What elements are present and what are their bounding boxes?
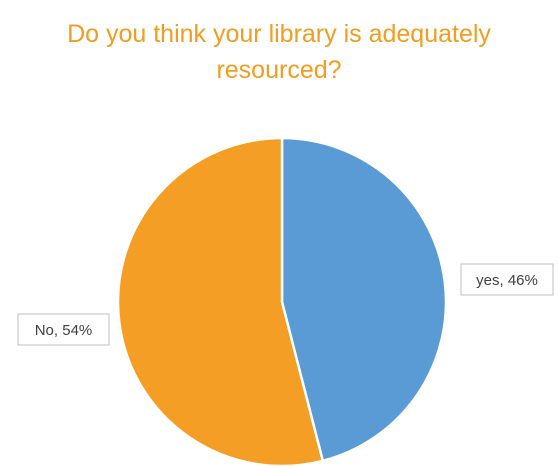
chart-title-line-2: resourced? (216, 56, 342, 84)
data-label-no: No, 54% (17, 313, 110, 346)
data-label-yes-text: yes, 46% (476, 272, 538, 289)
pie-slice-no (116, 136, 325, 466)
pie-slices (116, 136, 448, 466)
chart-title: Do you think your library is adequately … (0, 16, 558, 88)
data-label-yes: yes, 46% (460, 263, 554, 296)
data-label-no-text: No, 54% (35, 322, 93, 339)
chart-title-line-1: Do you think your library is adequately (67, 20, 491, 48)
pie-slice-yes (280, 136, 448, 463)
data-label-no-box (17, 313, 110, 346)
data-label-yes-box (460, 263, 554, 296)
